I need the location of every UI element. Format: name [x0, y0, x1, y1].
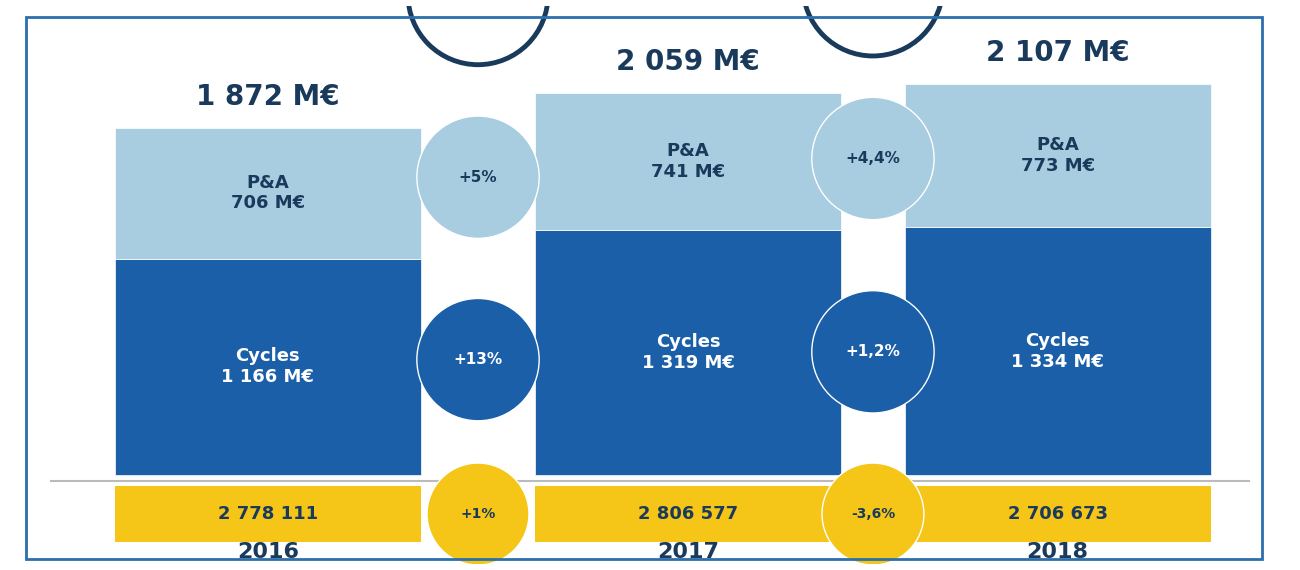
Text: 2 806 577: 2 806 577: [638, 505, 738, 523]
FancyBboxPatch shape: [905, 227, 1210, 475]
Text: 2 059 M€: 2 059 M€: [616, 48, 760, 76]
Text: +4,4%: +4,4%: [845, 151, 901, 166]
FancyBboxPatch shape: [114, 128, 421, 259]
Text: Cycles
1 166 M€: Cycles 1 166 M€: [221, 347, 315, 386]
Text: P&A
706 M€: P&A 706 M€: [230, 174, 306, 213]
FancyBboxPatch shape: [536, 486, 841, 542]
Text: 2 778 111: 2 778 111: [217, 505, 318, 523]
Text: +1%: +1%: [460, 507, 495, 521]
Ellipse shape: [426, 463, 529, 565]
Ellipse shape: [417, 299, 540, 421]
Text: P&A
773 M€: P&A 773 M€: [1020, 136, 1095, 175]
FancyBboxPatch shape: [536, 93, 841, 230]
Text: +13%: +13%: [454, 352, 503, 367]
Text: +10%: +10%: [451, 0, 504, 3]
Text: Cycles
1 334 M€: Cycles 1 334 M€: [1011, 332, 1104, 370]
Ellipse shape: [811, 97, 935, 219]
FancyBboxPatch shape: [905, 84, 1210, 227]
FancyBboxPatch shape: [905, 486, 1210, 542]
Text: 2017: 2017: [658, 542, 719, 561]
Ellipse shape: [417, 116, 540, 238]
Text: Cycles
1 319 M€: Cycles 1 319 M€: [642, 333, 734, 372]
Ellipse shape: [408, 0, 549, 65]
Text: 2 706 673: 2 706 673: [1008, 505, 1108, 523]
Text: 2016: 2016: [237, 542, 299, 561]
FancyBboxPatch shape: [114, 259, 421, 475]
Ellipse shape: [822, 463, 924, 565]
Text: P&A
741 M€: P&A 741 M€: [651, 142, 725, 181]
FancyBboxPatch shape: [536, 230, 841, 475]
Text: +1,2%: +1,2%: [845, 344, 901, 359]
Ellipse shape: [803, 0, 942, 56]
Text: 2 107 M€: 2 107 M€: [985, 39, 1130, 67]
Text: 1 872 M€: 1 872 M€: [196, 83, 339, 111]
FancyBboxPatch shape: [114, 486, 421, 542]
Text: 2018: 2018: [1027, 542, 1088, 561]
Text: +5%: +5%: [459, 170, 498, 185]
Text: -3,6%: -3,6%: [850, 507, 896, 521]
Ellipse shape: [811, 291, 935, 413]
